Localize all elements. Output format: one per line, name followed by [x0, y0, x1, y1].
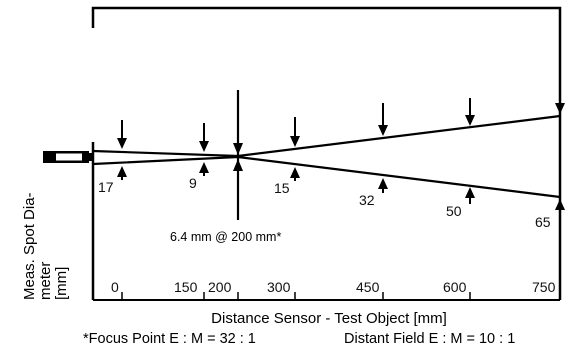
arrow-head	[199, 141, 209, 152]
arrow-head	[555, 199, 565, 210]
arrow-head	[378, 125, 388, 136]
focus-arrow-top	[233, 143, 243, 155]
distance-label-600: 600	[443, 279, 467, 295]
arrow-head	[555, 103, 565, 114]
arrow-head	[290, 167, 300, 178]
distance-label-200: 200	[208, 279, 232, 295]
sensor-icon	[43, 151, 93, 163]
distance-label-0: 0	[111, 279, 119, 295]
distance-ticks	[121, 292, 561, 300]
y-axis-label: Meas. Spot Dia- meter [mm]	[21, 192, 70, 300]
footnote-distant: Distant Field E : M = 10 : 1	[344, 331, 515, 347]
footnote-focus: *Focus Point E : M = 32 : 1	[83, 331, 256, 347]
arrow-head	[290, 136, 300, 147]
spot-label-15: 15	[274, 180, 290, 196]
arrow-head	[117, 138, 127, 149]
diagram-frame	[91, 6, 562, 300]
spot-label-32: 32	[359, 192, 375, 208]
arrow-head	[199, 162, 209, 173]
spot-label-65: 65	[535, 214, 551, 230]
spot-label-9: 9	[189, 175, 197, 191]
distance-label-750: 750	[532, 279, 556, 295]
arrow-head	[465, 115, 475, 126]
svg-text:meter: meter	[37, 262, 54, 300]
svg-text:[mm]: [mm]	[53, 267, 70, 300]
x-axis-title: Distance Sensor - Test Object [mm]	[211, 310, 447, 327]
spot-label-17: 17	[98, 179, 114, 195]
distance-label-300: 300	[267, 279, 291, 295]
arrow-head	[465, 187, 475, 198]
svg-text:Meas. Spot Dia-: Meas. Spot Dia-	[21, 192, 38, 300]
distance-label-450: 450	[356, 279, 380, 295]
spot-arrows	[117, 87, 565, 215]
spot-label-50: 50	[446, 203, 462, 219]
arrow-head	[378, 178, 388, 189]
focus-note: 6.4 mm @ 200 mm*	[170, 230, 281, 244]
focus-arrow-bottom	[233, 159, 243, 171]
distance-label-150: 150	[174, 279, 198, 295]
beam-outline	[92, 114, 561, 199]
arrow-head	[117, 166, 127, 177]
